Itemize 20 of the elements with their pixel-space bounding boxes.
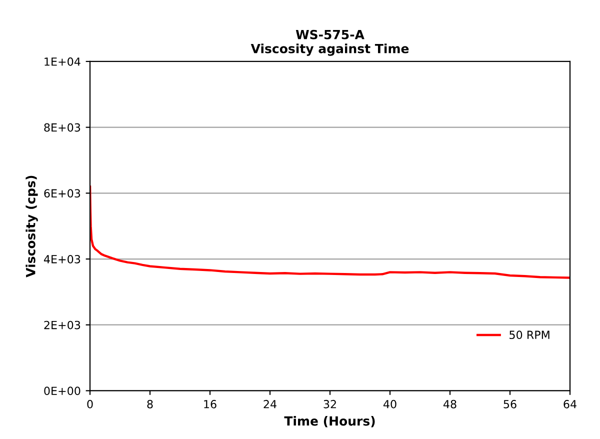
y-tick-label: 0E+00 bbox=[44, 386, 80, 396]
x-tick-label: 24 bbox=[264, 400, 276, 408]
x-axis-title: Time (Hours) bbox=[284, 416, 375, 428]
x-tick-label: 48 bbox=[443, 400, 456, 408]
x-tick-label: 16 bbox=[204, 400, 216, 408]
x-tick-label: 56 bbox=[504, 400, 516, 408]
y-tick-label: 2E+03 bbox=[44, 320, 80, 330]
line-series bbox=[90, 185, 570, 279]
y-tick-label: 6E+03 bbox=[44, 189, 80, 198]
chart-title: WS-575-A Viscosity against Time bbox=[250, 30, 409, 56]
y-tick-label: 1E+04 bbox=[44, 57, 80, 66]
x-tick-label: 0 bbox=[87, 400, 93, 408]
x-tick-label: 32 bbox=[324, 400, 336, 408]
y-tick-label: 4E+03 bbox=[44, 254, 80, 264]
x-tick-label: 40 bbox=[383, 400, 396, 408]
y-tick-label: 8E+03 bbox=[44, 123, 80, 132]
x-tick-label: 8 bbox=[147, 400, 153, 408]
y-axis-title: Viscosity (cps) bbox=[26, 176, 38, 278]
legend-label: 50 RPM bbox=[510, 330, 550, 340]
x-tick-label: 64 bbox=[564, 400, 576, 408]
